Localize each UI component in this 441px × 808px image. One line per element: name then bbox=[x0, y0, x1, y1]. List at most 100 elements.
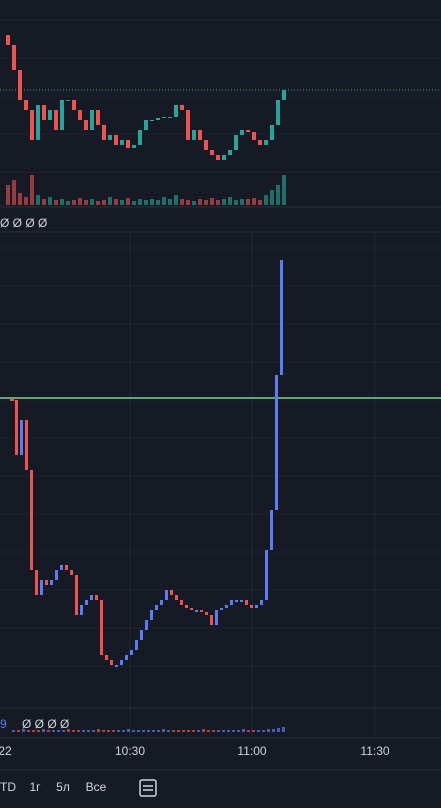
candle-body bbox=[270, 125, 274, 140]
volume-bar bbox=[246, 199, 250, 205]
volume-bar bbox=[186, 200, 190, 205]
volume-bar bbox=[102, 730, 105, 732]
candle-body bbox=[54, 110, 58, 130]
step bbox=[75, 575, 78, 615]
volume-bar bbox=[282, 175, 286, 205]
toolbar-button[interactable]: Все bbox=[86, 780, 107, 794]
candle-body bbox=[24, 100, 28, 110]
step bbox=[55, 570, 58, 580]
step bbox=[265, 550, 268, 600]
toolbar-button[interactable]: 5л bbox=[56, 780, 70, 794]
volume-bar bbox=[42, 729, 45, 732]
volume-bar bbox=[152, 730, 155, 732]
step bbox=[150, 610, 153, 620]
candle-body bbox=[156, 118, 160, 120]
step bbox=[245, 600, 248, 605]
candle-body bbox=[264, 140, 268, 145]
step bbox=[60, 565, 63, 570]
step bbox=[200, 610, 203, 612]
volume-bar bbox=[84, 200, 88, 205]
step bbox=[40, 580, 43, 595]
volume-bar bbox=[276, 185, 280, 205]
toolbar-button[interactable]: TD bbox=[0, 780, 16, 794]
volume-bar bbox=[87, 730, 90, 732]
volume-bar bbox=[54, 200, 58, 205]
volume-bar bbox=[107, 730, 110, 732]
candle-body bbox=[216, 155, 220, 160]
step bbox=[45, 580, 48, 585]
volume-bar bbox=[48, 197, 52, 205]
volume-bar bbox=[217, 730, 220, 732]
candle-body bbox=[114, 135, 118, 145]
volume-bar bbox=[227, 730, 230, 732]
candle-body bbox=[60, 100, 64, 130]
toolbar-button[interactable]: 1г bbox=[29, 780, 41, 794]
candle-body bbox=[90, 110, 94, 130]
volume-bar bbox=[92, 730, 95, 732]
volume-bar bbox=[222, 199, 226, 205]
candle-body bbox=[108, 135, 112, 140]
step bbox=[185, 605, 188, 608]
volume-bar bbox=[232, 730, 235, 732]
step bbox=[30, 470, 33, 570]
candle-body bbox=[192, 130, 196, 140]
volume-bar bbox=[18, 193, 22, 205]
volume-bar bbox=[96, 201, 100, 205]
candle-body bbox=[258, 140, 262, 145]
candle-body bbox=[96, 110, 100, 125]
volume-bar bbox=[72, 730, 75, 732]
volume-bar bbox=[198, 199, 202, 205]
step bbox=[140, 630, 143, 640]
volume-bar bbox=[126, 198, 130, 205]
volume-bar bbox=[247, 730, 250, 732]
volume-bar bbox=[132, 201, 136, 205]
step bbox=[145, 620, 148, 630]
time-label: 10:30 bbox=[115, 744, 145, 758]
volume-bar bbox=[156, 200, 160, 205]
volume-bar bbox=[37, 730, 40, 732]
volume-bar bbox=[204, 200, 208, 205]
candle-body bbox=[210, 150, 214, 155]
volume-bar bbox=[120, 200, 124, 205]
volume-bar bbox=[142, 730, 145, 732]
volume-bar bbox=[192, 201, 196, 205]
candle-body bbox=[174, 105, 178, 117]
volume-bar bbox=[228, 197, 232, 205]
candle-body bbox=[102, 125, 106, 140]
step bbox=[15, 400, 18, 455]
volume-bar bbox=[6, 185, 10, 205]
candle-body bbox=[12, 45, 16, 70]
volume-bar bbox=[24, 197, 28, 205]
candle-body bbox=[222, 155, 226, 160]
volume-bar bbox=[137, 730, 140, 732]
volume-bar bbox=[257, 730, 260, 732]
candle-body bbox=[240, 130, 244, 135]
candle-body bbox=[66, 100, 70, 101]
volume-bar bbox=[12, 180, 16, 205]
step bbox=[275, 375, 278, 510]
volume-bar bbox=[162, 729, 165, 732]
volume-bar bbox=[138, 199, 142, 205]
candle-body bbox=[6, 35, 10, 45]
date-range-icon[interactable] bbox=[139, 779, 157, 797]
step bbox=[280, 260, 283, 375]
indicator-prefix: 9 bbox=[0, 717, 7, 731]
candle-body bbox=[18, 70, 22, 100]
candle-body bbox=[84, 120, 88, 130]
volume-bar bbox=[192, 730, 195, 732]
time-label: 22 bbox=[0, 744, 12, 758]
step bbox=[120, 660, 123, 665]
volume-bar bbox=[108, 197, 112, 205]
volume-bar bbox=[17, 730, 20, 732]
volume-bar bbox=[168, 199, 172, 205]
candle-body bbox=[162, 117, 166, 118]
step bbox=[155, 605, 158, 610]
volume-bar bbox=[157, 730, 160, 732]
volume-bar bbox=[234, 200, 238, 205]
volume-bar bbox=[12, 730, 15, 732]
volume-bar bbox=[210, 198, 214, 205]
volume-bar bbox=[258, 200, 262, 205]
step bbox=[255, 605, 258, 608]
step bbox=[205, 612, 208, 615]
